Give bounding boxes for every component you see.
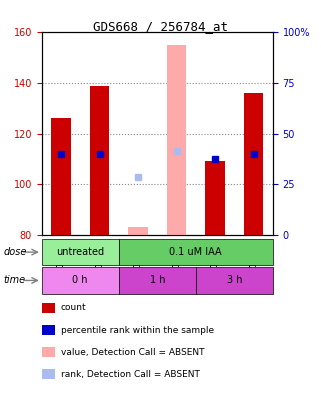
Text: percentile rank within the sample: percentile rank within the sample <box>61 326 214 335</box>
Bar <box>167 45 186 235</box>
Bar <box>205 162 225 235</box>
Bar <box>128 227 148 235</box>
Text: dose: dose <box>3 247 27 257</box>
Text: untreated: untreated <box>56 247 104 257</box>
Text: 3 h: 3 h <box>227 275 242 286</box>
Text: time: time <box>3 275 25 286</box>
Text: 0.1 uM IAA: 0.1 uM IAA <box>169 247 222 257</box>
Text: rank, Detection Call = ABSENT: rank, Detection Call = ABSENT <box>61 370 200 379</box>
Text: value, Detection Call = ABSENT: value, Detection Call = ABSENT <box>61 348 204 357</box>
Text: GDS668 / 256784_at: GDS668 / 256784_at <box>93 20 228 33</box>
Bar <box>244 93 263 235</box>
Text: count: count <box>61 303 87 312</box>
Bar <box>51 118 71 235</box>
Text: 1 h: 1 h <box>150 275 165 286</box>
Bar <box>90 85 109 235</box>
Text: 0 h: 0 h <box>73 275 88 286</box>
